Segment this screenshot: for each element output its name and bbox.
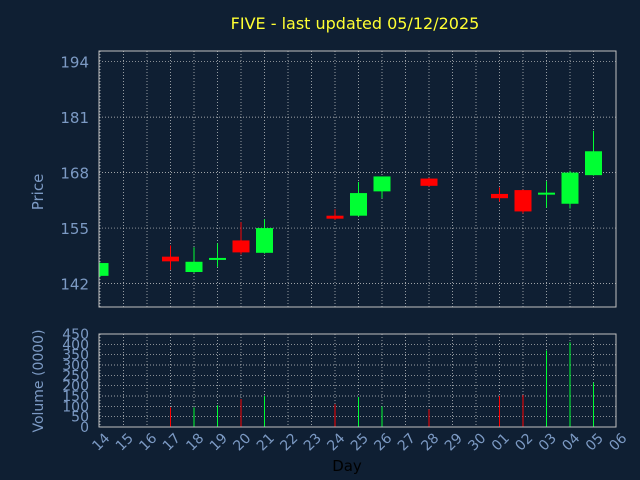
- x-tick-label: 05: [583, 430, 607, 454]
- price-tick-label: 155: [60, 220, 89, 238]
- x-tick-label: 28: [418, 430, 442, 454]
- candle-body: [162, 256, 179, 262]
- chart-title: FIVE - last updated 05/12/2025: [230, 14, 480, 33]
- candle-body: [585, 151, 602, 176]
- x-tick-label: 27: [395, 430, 419, 454]
- x-tick-label: 06: [606, 430, 630, 454]
- x-tick-label: 26: [371, 430, 395, 454]
- x-tick-label: 04: [559, 430, 583, 454]
- x-tick-label: 25: [348, 430, 372, 454]
- volume-tick-label: 0: [80, 420, 89, 436]
- frame-layer: [98, 50, 617, 428]
- volume-tick-label: 200: [62, 379, 89, 395]
- volume-tick-label: 400: [62, 337, 89, 353]
- candle-body: [350, 193, 367, 216]
- volume-tick-label: 250: [62, 368, 89, 384]
- x-tick-label: 20: [230, 430, 254, 454]
- grid-layer: [99, 51, 616, 427]
- x-tick-label: 14: [89, 430, 113, 454]
- x-tick-label: 24: [324, 430, 348, 454]
- volume-tick-label: 150: [62, 389, 89, 405]
- candle-body: [514, 190, 532, 212]
- price-tick-label: 142: [60, 276, 89, 294]
- price-tick-label: 194: [60, 54, 89, 72]
- candle-body: [420, 178, 438, 186]
- volume-tick-label: 100: [62, 399, 89, 415]
- candle-body: [491, 193, 508, 199]
- x-tick-label: 22: [277, 430, 301, 454]
- volume-tick-label: 300: [62, 358, 89, 374]
- volume-axis-label: Volume (0000): [31, 329, 47, 432]
- x-tick-label: 23: [301, 430, 325, 454]
- x-tick-label: 02: [512, 430, 536, 454]
- x-tick-label: 19: [207, 430, 231, 454]
- candle-body: [209, 257, 226, 260]
- candle-body: [561, 172, 579, 204]
- x-tick-label: 03: [536, 430, 560, 454]
- x-tick-label: 18: [183, 430, 207, 454]
- volume-tick-label: 350: [62, 348, 89, 364]
- volume-tick-label: 50: [71, 410, 89, 426]
- mark-layer: [99, 130, 602, 427]
- x-tick-label: 16: [136, 430, 160, 454]
- candle-body: [373, 176, 391, 192]
- volume-panel-frame: [98, 333, 617, 428]
- x-tick-label: 01: [489, 430, 513, 454]
- candle-body: [326, 215, 344, 219]
- candle-body: [538, 192, 555, 195]
- volume-tick-label: 450: [62, 327, 89, 343]
- x-tick-label: 15: [113, 430, 137, 454]
- label-layer: 1421551681811940501001502002503003504004…: [29, 54, 630, 475]
- price-tick-label: 168: [60, 165, 89, 183]
- candle-body: [232, 240, 250, 253]
- candle-body: [99, 263, 109, 276]
- price-axis-label: Price: [29, 174, 47, 211]
- candle-body: [256, 228, 273, 253]
- x-axis-label: Day: [332, 457, 362, 475]
- price-tick-label: 181: [60, 109, 89, 127]
- x-tick-label: 30: [465, 430, 489, 454]
- candle-body: [185, 261, 203, 273]
- x-tick-label: 21: [254, 430, 278, 454]
- x-tick-label: 29: [442, 430, 466, 454]
- price-panel-frame: [98, 50, 617, 308]
- x-tick-label: 17: [160, 430, 184, 454]
